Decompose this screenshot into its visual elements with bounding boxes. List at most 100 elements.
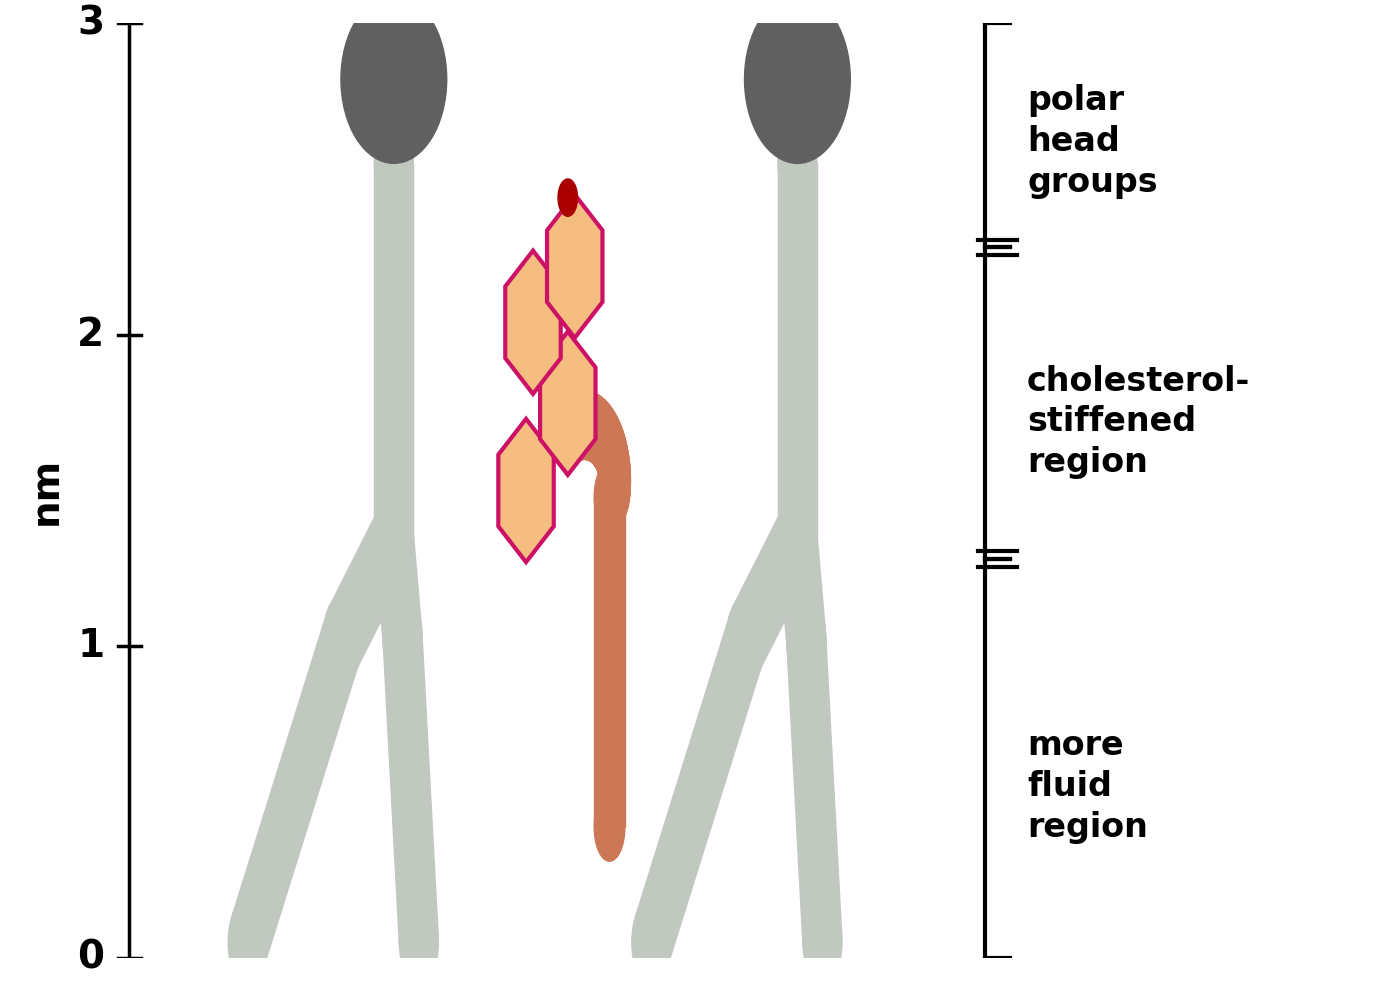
Ellipse shape: [582, 396, 613, 464]
Polygon shape: [582, 390, 585, 459]
Ellipse shape: [599, 445, 630, 514]
Text: 1: 1: [77, 627, 105, 665]
Ellipse shape: [384, 594, 421, 682]
Text: polar
head
groups: polar head groups: [1028, 84, 1158, 199]
Ellipse shape: [595, 419, 626, 487]
Polygon shape: [498, 419, 554, 562]
Polygon shape: [598, 427, 623, 474]
Ellipse shape: [595, 419, 626, 487]
Polygon shape: [599, 451, 629, 480]
Ellipse shape: [323, 594, 363, 682]
Ellipse shape: [573, 391, 603, 460]
Ellipse shape: [570, 390, 601, 459]
Polygon shape: [547, 194, 602, 337]
Polygon shape: [787, 634, 841, 948]
Ellipse shape: [589, 405, 620, 474]
Ellipse shape: [588, 401, 617, 470]
Ellipse shape: [594, 414, 624, 483]
Ellipse shape: [573, 391, 603, 460]
Ellipse shape: [564, 391, 595, 460]
Text: nm: nm: [27, 456, 64, 525]
Polygon shape: [596, 419, 620, 472]
Ellipse shape: [580, 393, 610, 462]
Ellipse shape: [580, 393, 610, 462]
Ellipse shape: [577, 392, 606, 461]
Polygon shape: [540, 332, 595, 475]
Polygon shape: [778, 529, 826, 646]
Polygon shape: [232, 613, 358, 967]
Ellipse shape: [596, 424, 627, 491]
Ellipse shape: [374, 120, 413, 207]
Ellipse shape: [228, 899, 267, 981]
Ellipse shape: [592, 409, 623, 478]
Ellipse shape: [598, 429, 629, 497]
Ellipse shape: [585, 398, 616, 467]
Ellipse shape: [374, 493, 413, 581]
Ellipse shape: [582, 396, 613, 464]
Polygon shape: [598, 435, 626, 476]
Text: cholesterol-
stiffened
region: cholesterol- stiffened region: [1028, 365, 1250, 480]
Polygon shape: [778, 164, 816, 538]
Ellipse shape: [594, 793, 624, 861]
Ellipse shape: [598, 429, 629, 497]
Polygon shape: [599, 461, 630, 482]
Ellipse shape: [631, 899, 671, 981]
Polygon shape: [578, 391, 584, 460]
Ellipse shape: [599, 451, 630, 520]
Ellipse shape: [778, 120, 818, 207]
Ellipse shape: [727, 594, 766, 682]
Ellipse shape: [592, 409, 623, 478]
Ellipse shape: [594, 462, 624, 531]
Polygon shape: [594, 496, 624, 827]
Polygon shape: [595, 413, 617, 470]
Ellipse shape: [596, 424, 627, 491]
Text: 2: 2: [77, 316, 105, 354]
Ellipse shape: [599, 439, 630, 508]
Ellipse shape: [778, 493, 818, 581]
Ellipse shape: [787, 594, 826, 682]
Polygon shape: [587, 391, 594, 460]
Ellipse shape: [599, 435, 630, 502]
Polygon shape: [591, 398, 606, 464]
Ellipse shape: [599, 456, 630, 525]
Ellipse shape: [559, 179, 578, 217]
Ellipse shape: [727, 594, 766, 682]
Text: 3: 3: [77, 4, 105, 42]
Polygon shape: [584, 390, 589, 460]
Ellipse shape: [599, 451, 630, 520]
Text: more
fluid
region: more fluid region: [1028, 729, 1148, 844]
Ellipse shape: [585, 398, 616, 467]
Ellipse shape: [588, 401, 617, 470]
Polygon shape: [588, 393, 598, 461]
Ellipse shape: [778, 493, 818, 581]
Polygon shape: [599, 471, 630, 483]
Polygon shape: [636, 613, 762, 967]
Polygon shape: [374, 164, 413, 538]
Polygon shape: [592, 402, 610, 466]
Ellipse shape: [570, 390, 601, 459]
Ellipse shape: [342, 0, 447, 164]
Ellipse shape: [599, 445, 630, 514]
Ellipse shape: [577, 392, 606, 461]
Ellipse shape: [374, 493, 413, 581]
Polygon shape: [375, 529, 421, 646]
Polygon shape: [599, 479, 630, 487]
Polygon shape: [599, 480, 630, 496]
Polygon shape: [384, 634, 438, 948]
Ellipse shape: [599, 435, 630, 502]
Polygon shape: [505, 250, 561, 394]
Ellipse shape: [745, 0, 850, 164]
Ellipse shape: [323, 594, 363, 682]
Ellipse shape: [567, 391, 598, 459]
Polygon shape: [594, 407, 613, 468]
Polygon shape: [589, 395, 602, 463]
Ellipse shape: [599, 439, 630, 508]
Polygon shape: [734, 504, 811, 671]
Ellipse shape: [567, 391, 598, 459]
Ellipse shape: [384, 594, 421, 682]
Ellipse shape: [778, 493, 818, 581]
Ellipse shape: [374, 493, 413, 581]
Polygon shape: [599, 442, 627, 478]
Ellipse shape: [787, 594, 826, 682]
Text: 0: 0: [77, 939, 105, 977]
